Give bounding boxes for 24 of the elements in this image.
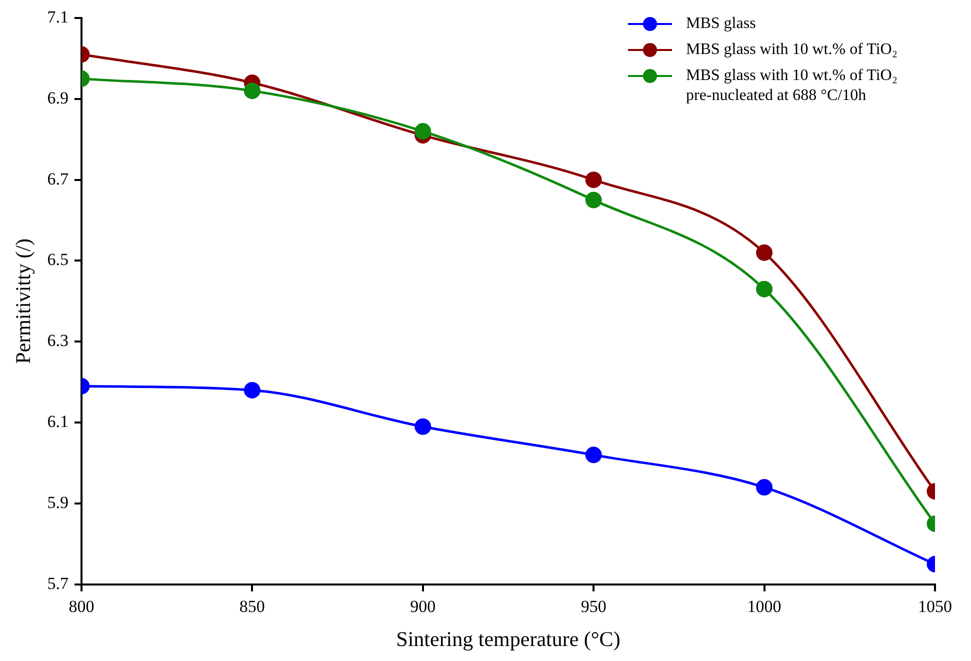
point — [585, 172, 602, 188]
x-tick-label: 850 — [239, 597, 265, 616]
point — [414, 418, 432, 435]
y-tick-label: 6.1 — [47, 412, 68, 432]
legend-label: MBS glass with 10 wt.% of TiO₂ — [686, 40, 898, 60]
x-tick-label: 900 — [410, 597, 436, 616]
x-tick-label: 1050 — [918, 597, 952, 616]
y-tick-label: 6.5 — [47, 250, 68, 270]
x-tick-label: 800 — [68, 597, 94, 616]
point — [585, 446, 602, 464]
x-tick-label: 1000 — [747, 597, 782, 616]
point — [585, 192, 602, 208]
y-tick-label: 6.9 — [47, 88, 68, 108]
y-tick-label: 7.1 — [47, 7, 68, 26]
x-tick-label: 950 — [580, 597, 606, 616]
y-tick-label: 5.7 — [47, 574, 69, 593]
legend-label: MBS glass with 10 wt.% of TiO₂ pre-nucleated at 688 °C/10h — [686, 66, 898, 106]
x-axis-title: Sintering temperature (°C) — [396, 626, 620, 651]
point — [414, 123, 432, 140]
y-axis-title: Permitivitty (/) — [11, 238, 36, 364]
legend-label: MBS glass — [686, 14, 757, 34]
y-tick-label: 5.9 — [47, 492, 68, 512]
y-tick-label: 6.3 — [47, 331, 68, 350]
y-tick-label: 6.7 — [47, 169, 69, 188]
